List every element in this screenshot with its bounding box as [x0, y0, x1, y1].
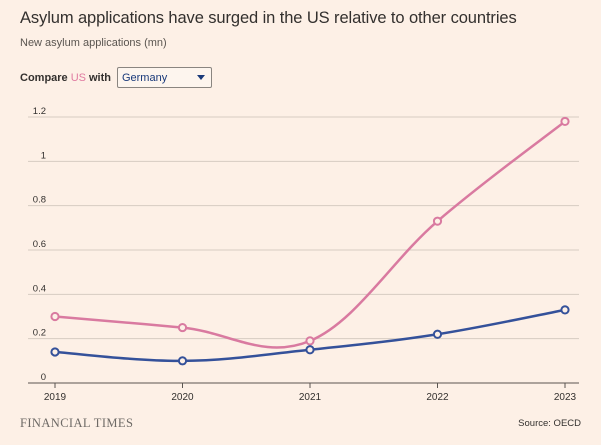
data-point-us — [50, 311, 60, 322]
x-tick-label: 2020 — [171, 392, 194, 403]
y-tick-label: 0.6 — [33, 239, 46, 250]
y-tick-label: 0.2 — [33, 328, 46, 339]
series-line-us — [53, 120, 567, 349]
data-point-germany — [560, 305, 570, 315]
country-select-value: Germany — [121, 71, 168, 84]
y-tick-label: 1.2 — [33, 106, 46, 117]
data-point-us — [305, 336, 315, 346]
data-point-us — [432, 216, 443, 226]
data-point-germany — [177, 356, 188, 366]
y-tick-label: 0.4 — [33, 283, 46, 294]
data-point-germany — [305, 345, 315, 355]
x-tick-label: 2019 — [44, 392, 67, 403]
data-point-us — [560, 116, 570, 127]
source-note: Source: OECD — [518, 418, 581, 429]
ft-logo: FINANCIAL TIMES — [20, 416, 134, 430]
data-point-germany — [432, 329, 443, 339]
y-tick-label: 1 — [41, 150, 46, 161]
compare-highlight-us: US — [70, 71, 86, 84]
chart-subtitle: New asylum applications (mn) — [20, 37, 167, 49]
compare-control: Compare US with Germany — [20, 66, 212, 89]
compare-label: Compare — [20, 71, 68, 84]
data-point-germany — [50, 347, 60, 357]
chart-title: Asylum applications have surged in the U… — [20, 9, 517, 27]
y-tick-label: 0 — [41, 372, 46, 383]
data-point-us — [177, 322, 188, 333]
compare-with-label: with — [88, 71, 111, 84]
chevron-down-icon — [196, 75, 205, 80]
x-tick-label: 2022 — [426, 392, 449, 403]
country-select[interactable]: Germany — [116, 67, 212, 88]
y-tick-label: 0.8 — [33, 195, 46, 206]
x-tick-label: 2021 — [299, 392, 322, 403]
x-tick-label: 2023 — [554, 392, 577, 403]
